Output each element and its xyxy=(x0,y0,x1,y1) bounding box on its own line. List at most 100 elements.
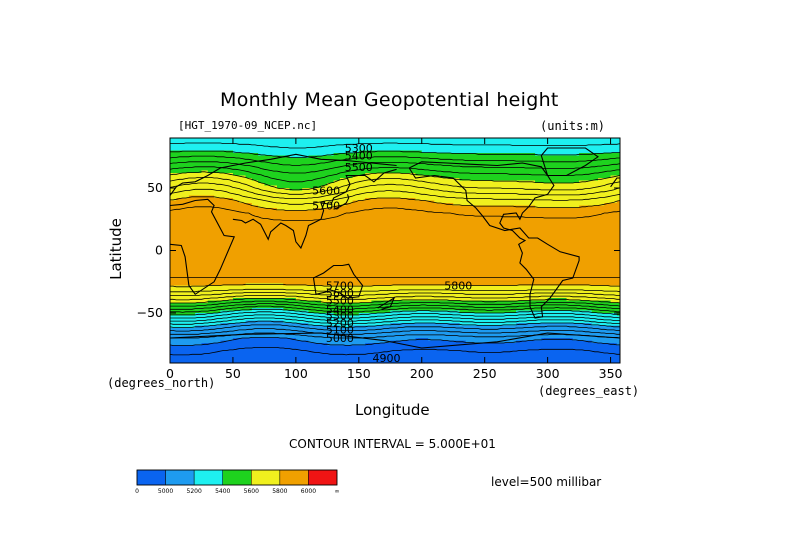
field-cell xyxy=(396,253,404,257)
field-cell xyxy=(434,138,442,142)
field-cell xyxy=(289,218,297,222)
field-cell xyxy=(383,210,391,214)
field-cell xyxy=(572,305,580,309)
field-cell xyxy=(377,248,385,252)
field-cell xyxy=(170,175,177,179)
field-cell xyxy=(339,193,347,197)
field-cell xyxy=(528,255,536,259)
field-cell xyxy=(214,288,221,292)
field-cell xyxy=(490,140,498,144)
field-cell xyxy=(333,248,341,252)
field-cell xyxy=(327,283,335,287)
field-cell xyxy=(472,195,479,199)
field-cell xyxy=(541,200,549,204)
field-cell xyxy=(327,240,335,244)
field-cell xyxy=(560,240,568,244)
field-cell xyxy=(251,258,259,262)
field-cell xyxy=(182,143,190,147)
field-cell xyxy=(415,215,423,219)
field-cell xyxy=(522,290,530,294)
field-cell xyxy=(207,208,215,212)
field-cell xyxy=(339,205,347,209)
field-cell xyxy=(188,228,196,232)
field-cell xyxy=(176,175,184,179)
field-cell xyxy=(170,250,177,254)
field-cell xyxy=(490,210,498,214)
field-cell xyxy=(188,295,196,299)
field-cell xyxy=(289,170,297,174)
field-cell xyxy=(428,153,435,157)
field-cell xyxy=(207,218,215,222)
field-cell xyxy=(201,158,209,162)
field-cell xyxy=(440,285,448,289)
field-cell xyxy=(459,200,467,204)
field-cell xyxy=(176,250,184,254)
field-cell xyxy=(484,148,492,152)
field-cell xyxy=(352,198,360,202)
field-cell xyxy=(358,210,366,214)
field-cell xyxy=(264,190,272,194)
field-cell xyxy=(188,223,196,227)
field-cell xyxy=(377,180,385,184)
field-cell xyxy=(220,280,228,284)
field-cell xyxy=(390,170,398,174)
field-cell xyxy=(516,253,524,257)
field-cell xyxy=(276,205,284,209)
field-cell xyxy=(516,203,524,207)
field-cell xyxy=(339,223,347,227)
field-cell xyxy=(446,208,454,212)
field-cell xyxy=(484,273,492,277)
field-cell xyxy=(604,235,612,239)
field-cell xyxy=(453,183,461,187)
field-cell xyxy=(597,270,605,274)
field-cell xyxy=(283,233,291,237)
field-cell xyxy=(616,220,620,224)
field-cell xyxy=(314,255,322,259)
field-cell xyxy=(339,305,347,309)
field-cell xyxy=(528,178,536,182)
field-cell xyxy=(560,293,568,297)
field-cell xyxy=(276,228,284,232)
field-cell xyxy=(396,240,404,244)
field-cell xyxy=(484,173,492,177)
field-cell xyxy=(566,303,574,307)
field-cell xyxy=(321,150,328,154)
field-cell xyxy=(459,280,467,284)
field-cell xyxy=(314,168,322,172)
field-cell xyxy=(182,305,190,309)
field-cell xyxy=(170,283,177,287)
field-cell xyxy=(352,185,360,189)
field-cell xyxy=(535,248,542,252)
field-cell xyxy=(560,178,568,182)
field-cell xyxy=(402,205,410,209)
field-cell xyxy=(176,295,184,299)
field-cell xyxy=(264,300,272,304)
field-cell xyxy=(503,158,511,162)
field-cell xyxy=(616,140,620,144)
field-cell xyxy=(258,223,266,227)
field-cell xyxy=(472,218,479,222)
field-cell xyxy=(182,140,190,144)
field-cell xyxy=(220,215,228,219)
field-cell xyxy=(289,240,297,244)
field-cell xyxy=(604,223,612,227)
field-cell xyxy=(377,270,385,274)
field-cell xyxy=(390,215,398,219)
field-cell xyxy=(308,280,316,284)
field-cell xyxy=(535,200,542,204)
field-cell xyxy=(402,210,410,214)
field-cell xyxy=(314,158,322,162)
field-cell xyxy=(195,233,203,237)
field-cell xyxy=(358,148,366,152)
field-cell xyxy=(245,208,253,212)
field-cell xyxy=(390,198,398,202)
field-cell xyxy=(352,190,360,194)
field-cell xyxy=(308,235,316,239)
field-cell xyxy=(459,278,467,282)
field-cell xyxy=(616,288,620,292)
field-cell xyxy=(295,285,303,289)
field-cell xyxy=(579,210,586,214)
field-cell xyxy=(214,268,221,272)
field-cell xyxy=(251,178,259,182)
field-cell xyxy=(358,188,366,192)
